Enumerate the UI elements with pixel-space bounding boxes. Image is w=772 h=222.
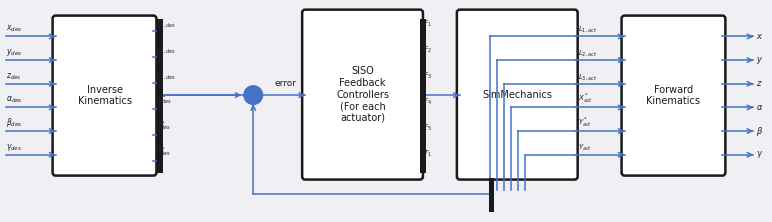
Text: SimMechanics: SimMechanics (482, 90, 552, 100)
Text: $\gamma$: $\gamma$ (757, 149, 764, 160)
Text: $\beta$: $\beta$ (757, 125, 764, 138)
Text: $\gamma_{des}$: $\gamma_{des}$ (5, 142, 22, 153)
Text: $F_5$: $F_5$ (423, 123, 432, 133)
Text: error: error (274, 79, 296, 88)
Text: $\alpha$: $\alpha$ (757, 103, 764, 112)
Text: $Y_{des}^*$: $Y_{des}^*$ (157, 119, 171, 133)
Text: Forward
Kinematics: Forward Kinematics (646, 85, 700, 106)
Text: $y$: $y$ (757, 55, 764, 66)
FancyBboxPatch shape (457, 10, 577, 180)
Text: $T_1$: $T_1$ (423, 149, 432, 159)
Text: SISO
Feedback
Controllers
(For each
actuator): SISO Feedback Controllers (For each actu… (336, 66, 389, 123)
FancyBboxPatch shape (621, 16, 726, 176)
Text: $L_{2,act}$: $L_{2,act}$ (577, 48, 597, 58)
Circle shape (244, 86, 262, 104)
Text: $z$: $z$ (757, 79, 763, 88)
Text: $x_{des}$: $x_{des}$ (5, 24, 22, 34)
Text: Inverse
Kinematics: Inverse Kinematics (77, 85, 131, 106)
Text: $z_{des}$: $z_{des}$ (5, 71, 21, 82)
Text: $Y_{des}^*$: $Y_{des}^*$ (157, 145, 171, 159)
Text: $y_{des}$: $y_{des}$ (5, 47, 22, 58)
Bar (157, 19, 164, 173)
FancyBboxPatch shape (52, 16, 157, 176)
Text: $F_2$: $F_2$ (423, 44, 432, 55)
Text: $L_{1,act}$: $L_{1,act}$ (577, 24, 597, 34)
Text: $F_3$: $F_3$ (423, 70, 432, 81)
FancyBboxPatch shape (302, 10, 423, 180)
Text: $L_{2,des}$: $L_{2,des}$ (157, 45, 177, 55)
Text: $x$: $x$ (757, 32, 764, 41)
Text: $\alpha_{des}$: $\alpha_{des}$ (5, 95, 22, 105)
Text: $X_{des}^*$: $X_{des}^*$ (157, 93, 172, 107)
Text: $L_{3,act}$: $L_{3,act}$ (577, 72, 597, 82)
Text: $F_4$: $F_4$ (423, 96, 432, 107)
Text: $\beta_{des}$: $\beta_{des}$ (5, 116, 22, 129)
Text: $L_{1,des}$: $L_{1,des}$ (157, 19, 177, 28)
Bar (420, 19, 426, 173)
Text: $X_{act}^*$: $X_{act}^*$ (577, 92, 592, 105)
Text: $F_1$: $F_1$ (423, 18, 432, 28)
Text: $Y_{act}^*$: $Y_{act}^*$ (577, 115, 591, 129)
Bar (489, 178, 494, 212)
Text: $Y_{act}$: $Y_{act}$ (577, 143, 591, 153)
Text: $L_{3,des}$: $L_{3,des}$ (157, 71, 177, 81)
